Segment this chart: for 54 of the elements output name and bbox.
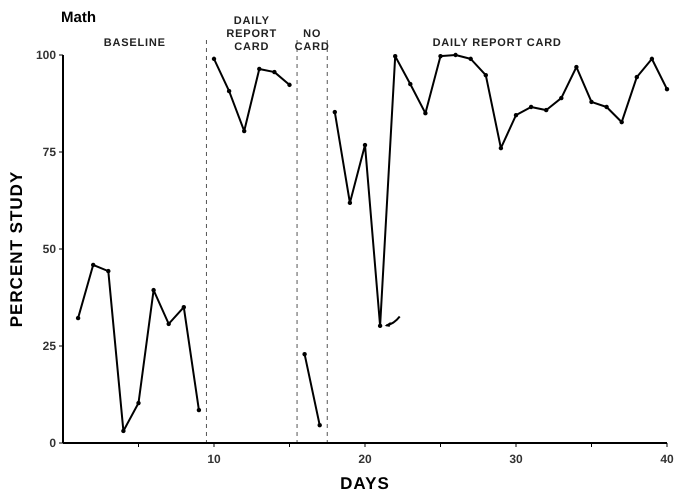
text: NO CARD xyxy=(294,28,330,53)
point xyxy=(106,268,110,274)
point xyxy=(76,316,80,320)
point xyxy=(468,56,473,62)
text: DAILY REPORT CARD xyxy=(432,37,562,49)
point xyxy=(650,56,654,62)
text: DAILY REPORT CARD xyxy=(226,15,278,53)
point xyxy=(484,72,488,78)
x-tick-label: 30 xyxy=(509,452,523,466)
point xyxy=(91,262,96,268)
point xyxy=(182,305,186,310)
point xyxy=(196,408,202,412)
point xyxy=(559,96,564,100)
point xyxy=(393,54,398,58)
point xyxy=(257,66,262,72)
point xyxy=(423,111,428,116)
point xyxy=(136,400,141,406)
point xyxy=(604,104,609,110)
point xyxy=(544,108,548,112)
point xyxy=(348,200,352,206)
point xyxy=(272,70,277,74)
point xyxy=(378,324,382,328)
point xyxy=(212,56,216,62)
point xyxy=(242,128,246,134)
point xyxy=(287,82,292,88)
x-tick-label: 20 xyxy=(358,452,372,466)
point xyxy=(589,100,594,104)
point xyxy=(318,422,322,428)
x-axis-title: DAYS xyxy=(340,474,390,493)
x-tick-label: 10 xyxy=(207,452,221,466)
y-tick-label: 0 xyxy=(49,436,56,450)
y-tick-label: 50 xyxy=(42,242,56,256)
point xyxy=(226,88,232,94)
point xyxy=(664,86,670,92)
point xyxy=(528,104,534,110)
point xyxy=(453,52,458,58)
x-tick-label: 40 xyxy=(660,452,674,466)
point xyxy=(332,110,337,114)
y-tick-label: 75 xyxy=(42,145,56,159)
text: BASELINE xyxy=(104,37,166,49)
y-tick-label: 100 xyxy=(36,48,56,62)
point xyxy=(620,120,624,124)
point xyxy=(166,322,171,326)
point xyxy=(121,428,126,434)
chart-title: Math xyxy=(61,9,96,26)
point xyxy=(302,352,307,356)
point xyxy=(151,288,156,292)
point xyxy=(634,74,639,80)
point xyxy=(362,142,368,148)
y-axis-title: PERCENT STUDY xyxy=(7,170,26,328)
point xyxy=(514,112,518,118)
point xyxy=(438,54,443,58)
point xyxy=(408,82,412,86)
y-tick-label: 25 xyxy=(42,339,56,353)
